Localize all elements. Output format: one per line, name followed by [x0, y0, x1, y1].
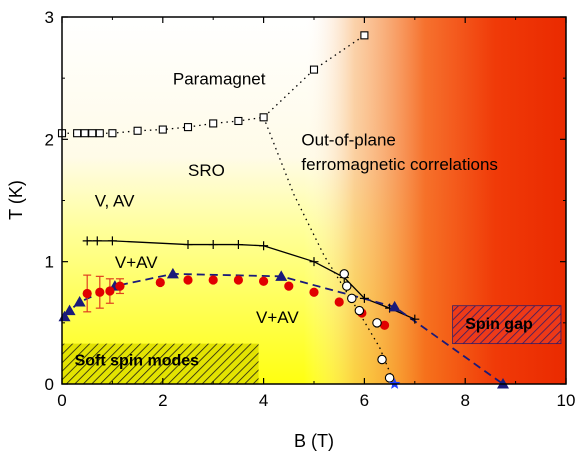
data-point-red-circle — [259, 276, 269, 286]
hatched-regions — [62, 305, 562, 384]
data-point-triangle — [73, 296, 86, 307]
annotation-label: V+AV — [115, 253, 158, 272]
data-point-red-circle — [379, 320, 390, 330]
data-point-open-circle — [372, 318, 382, 328]
data-point-plus — [410, 314, 420, 324]
plot-background — [62, 17, 566, 384]
data-point-red-circle — [155, 277, 165, 288]
data-point-triangle — [388, 300, 401, 312]
annotation-label: SRO — [188, 161, 225, 180]
data-point-open-circle — [339, 269, 349, 279]
annotation-label: V, AV — [95, 192, 135, 211]
data-point-square — [108, 129, 117, 138]
x-tick-label: 8 — [460, 391, 469, 410]
annotation-label: Spin gap — [465, 316, 533, 333]
data-point-red-circle — [284, 281, 294, 291]
data-point-open-circle — [377, 354, 387, 365]
data-point-square — [183, 123, 193, 132]
data-point-square — [360, 31, 369, 40]
data-point-red-circle — [82, 288, 92, 299]
x-tick-label: 6 — [360, 391, 369, 410]
data-point-plus — [92, 236, 102, 246]
data-point-red-circle — [309, 287, 319, 297]
x-tick-label: 4 — [259, 391, 268, 410]
data-point-square — [88, 129, 97, 138]
annotation-label: ferromagnetic correlations — [301, 155, 498, 174]
x-tick-label: 10 — [557, 391, 576, 410]
data-point-red-circle — [115, 281, 125, 291]
data-point-plus — [208, 240, 218, 250]
hatched-region-soft-spin-modes — [62, 343, 259, 384]
data-point-open-circle — [354, 305, 365, 316]
series-6-line — [262, 117, 396, 384]
y-axis-label: T (K) — [6, 180, 26, 220]
data-point-square — [259, 113, 268, 122]
data-point-square — [80, 129, 89, 138]
data-point-plus — [233, 240, 243, 250]
data-point-plus — [183, 240, 193, 250]
annotation-label: Out-of-plane — [301, 130, 396, 149]
x-axis-label: B (T) — [294, 431, 334, 451]
data-point-triangle — [63, 304, 76, 316]
y-axis: 0 1 2 3 — [45, 8, 566, 394]
data-point-open-circle — [384, 373, 395, 383]
data-point-plus — [259, 241, 269, 251]
data-point-red-circle — [95, 287, 105, 297]
data-point-square — [234, 116, 243, 126]
hatched-region-spin-gap — [452, 305, 562, 345]
data-point-plus — [309, 257, 319, 267]
data-point-red-circle — [233, 275, 243, 285]
x-tick-label: 2 — [158, 391, 167, 410]
data-point-red-circle — [105, 286, 115, 296]
data-point-square — [158, 125, 167, 134]
data-point-square — [73, 129, 82, 138]
y-tick-label: 1 — [45, 253, 54, 272]
x-tick-label: 0 — [57, 391, 66, 410]
data-point-red-circle — [208, 275, 218, 285]
x-axis: 0 2 4 6 8 10 — [57, 17, 575, 410]
annotation-label: V+AV — [256, 308, 299, 327]
y-tick-label: 3 — [45, 8, 54, 27]
data-point-square — [209, 119, 218, 128]
y-tick-label: 0 — [45, 375, 54, 394]
data-point-plus — [107, 236, 117, 246]
data-point-square — [133, 126, 142, 135]
annotation-label: Paramagnet — [173, 69, 266, 88]
data-point-triangle — [166, 267, 179, 279]
annotation-label: Soft spin modes — [75, 353, 200, 370]
data-point-square — [309, 65, 319, 74]
data-point-red-circle — [334, 297, 344, 307]
data-point-plus — [82, 236, 92, 246]
y-tick-label: 2 — [45, 130, 54, 149]
series-markers — [57, 31, 509, 389]
data-point-open-circle — [342, 281, 352, 291]
data-point-plus — [359, 293, 369, 303]
series-2-line — [63, 272, 504, 384]
series-0-line — [62, 34, 365, 134]
data-point-square — [95, 129, 104, 138]
data-point-triangle — [275, 270, 288, 281]
data-point-red-circle — [183, 275, 193, 285]
annotations: Paramagnet Out-of-plane ferromagnetic corr… — [75, 69, 533, 369]
data-point-open-circle — [347, 293, 357, 304]
